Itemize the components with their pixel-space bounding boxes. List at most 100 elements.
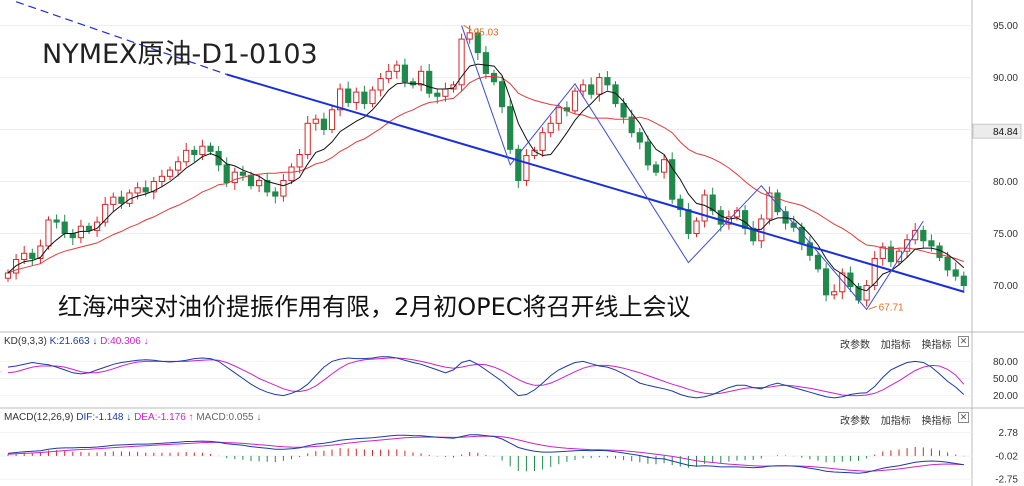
candle-up (4, 272, 12, 279)
candle-up (304, 122, 311, 156)
candle-up (296, 154, 303, 168)
macd-dif-value: DIF:-1.148 ↓ (76, 412, 132, 423)
candle-up (661, 159, 668, 173)
macd-toolbar: 改参数 加指标 换指标 (832, 412, 952, 427)
candle-up (693, 220, 700, 235)
price-panel: 95.03 67.71 (4, 1, 967, 313)
candle-down (709, 194, 716, 212)
candle-up (312, 118, 319, 124)
macd-hist-value: MACD:0.055 ↓ (196, 412, 262, 423)
candle-up (280, 179, 287, 197)
candle-up (158, 175, 166, 183)
macd-change-params-button[interactable]: 改参数 (840, 416, 870, 427)
macd-switch-indicator-button[interactable]: 换指标 (921, 416, 952, 427)
candle-down (61, 221, 68, 235)
candle-down (207, 145, 214, 152)
trendline-main (226, 73, 965, 293)
high-annotation-arrow (463, 24, 472, 31)
candle-down (474, 32, 481, 54)
price-tick-label: 70.00 (993, 281, 1018, 292)
candle-down (620, 103, 627, 118)
candle-up (199, 145, 206, 156)
candle-up (596, 77, 603, 95)
candle-down (482, 52, 489, 74)
candle-up (458, 38, 465, 86)
candle-up (839, 272, 846, 293)
candle-up (766, 192, 773, 220)
candle-down (85, 225, 93, 231)
candle-down (677, 198, 684, 211)
candle-down (742, 210, 749, 229)
kd-close-icon[interactable]: ✕ (958, 336, 969, 347)
macd-tick-label: 2.78 (999, 428, 1019, 439)
kd-name: KD(9,3,3) (4, 336, 47, 347)
candle-up (175, 161, 182, 171)
candle-up (580, 84, 587, 92)
candle-down (612, 84, 619, 105)
candle-down (628, 116, 635, 134)
candle-down (717, 210, 724, 225)
kd-switch-indicator-button[interactable]: 换指标 (921, 340, 952, 351)
candle-down (928, 240, 935, 247)
candle-up (831, 291, 838, 296)
slow-ma-line (7, 76, 964, 274)
candle-down (798, 226, 805, 244)
price-tick-label: 75.00 (993, 229, 1018, 240)
current-price-label: 84.84 (993, 127, 1018, 138)
candle-up (377, 78, 384, 91)
candle-down (960, 275, 967, 286)
kd-k-value: K:21.663 ↓ (49, 336, 98, 347)
candle-down (685, 209, 692, 235)
candle-down (604, 77, 611, 86)
kd-tick-label: 20.00 (993, 391, 1018, 402)
candle-up (166, 169, 174, 177)
candle-down (588, 84, 595, 95)
candle-down (814, 254, 822, 270)
fast-ma-line (7, 63, 965, 292)
macd-name: MACD(12,26,9) (4, 412, 74, 423)
macd-add-indicator-button[interactable]: 加指标 (880, 416, 911, 427)
price-tick-label: 80.00 (993, 177, 1018, 188)
candle-down (247, 174, 255, 187)
candle-down (215, 150, 222, 166)
candle-up (895, 250, 903, 263)
low-annotation-arrow (868, 305, 877, 310)
macd-dea-line (7, 435, 964, 472)
trendline-dashed (15, 1, 227, 76)
candle-down (952, 269, 959, 277)
candle-up (37, 245, 44, 259)
candle-down (361, 91, 368, 105)
candle-up (288, 166, 295, 181)
candle-down (669, 159, 676, 200)
candle-down (69, 233, 76, 239)
kd-k-line (7, 356, 965, 399)
low-annotation-label: 67.71 (879, 302, 904, 313)
candle-down (264, 179, 271, 193)
candle-down (944, 256, 951, 271)
candle-up (183, 149, 190, 163)
candle-down (29, 252, 36, 259)
price-tick-label: 95.00 (993, 21, 1018, 32)
candle-up (231, 171, 238, 184)
candle-down (345, 88, 352, 104)
candle-down (191, 149, 198, 156)
candle-up (523, 155, 530, 181)
candle-down (426, 70, 433, 94)
candle-down (272, 191, 279, 197)
candle-up (418, 70, 425, 86)
candle-down (636, 132, 643, 143)
kd-add-indicator-button[interactable]: 加指标 (880, 340, 911, 351)
candle-down (142, 187, 149, 193)
candle-up (450, 84, 457, 90)
macd-close-icon[interactable]: ✕ (958, 412, 969, 423)
macd-panel: 2.78 -0.02 -2.75 (0, 428, 1018, 486)
candle-up (863, 284, 870, 301)
candle-up (353, 91, 360, 104)
high-annotation-label: 95.03 (474, 27, 499, 38)
macd-dif-line (7, 434, 964, 474)
candle-down (490, 72, 498, 83)
kd-change-params-button[interactable]: 改参数 (840, 340, 870, 351)
candle-up (701, 194, 708, 222)
candle-down (887, 246, 894, 263)
